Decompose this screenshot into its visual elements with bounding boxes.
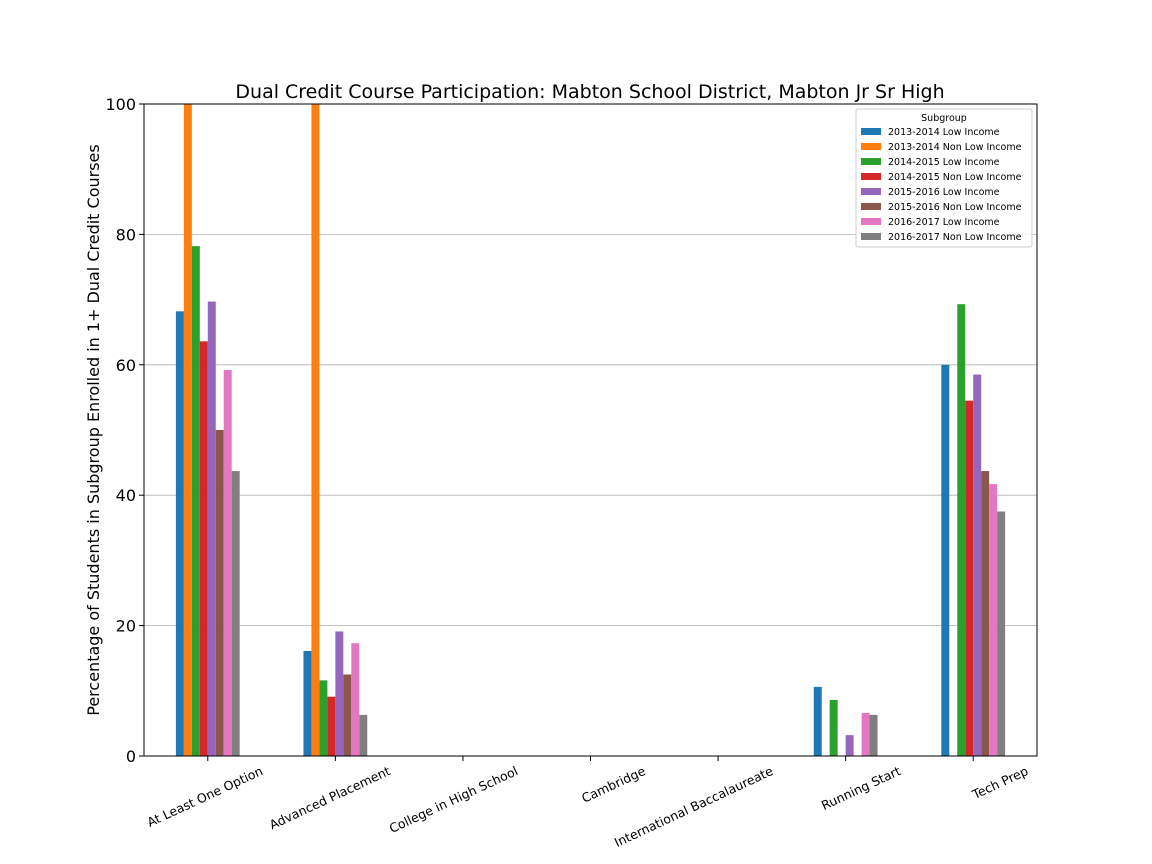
- legend-entry: 2013-2014 Non Low Income: [888, 142, 1022, 153]
- bars: [175, 104, 1006, 757]
- bar: [941, 364, 950, 756]
- legend-entry: 2016-2017 Low Income: [888, 217, 1000, 228]
- bar: [207, 301, 216, 756]
- legend-swatch: [861, 203, 881, 210]
- bar: [215, 430, 224, 756]
- y-axis-ticks: 0 20 40 60 80 100: [105, 95, 144, 766]
- bar: [989, 484, 998, 756]
- y-tick-label: 100: [105, 95, 136, 114]
- bar: [869, 714, 878, 756]
- y-tick-label: 20: [116, 617, 136, 636]
- bar: [175, 311, 184, 756]
- gridlines: [144, 233, 1037, 626]
- legend-title: Subgroup: [921, 113, 967, 124]
- bar: [359, 714, 368, 756]
- legend-swatch: [861, 218, 881, 225]
- bar: [311, 104, 320, 756]
- legend-entry: 2013-2014 Low Income: [888, 127, 1000, 138]
- y-axis-label: Percentage of Students in Subgroup Enrol…: [84, 144, 103, 715]
- bar: [199, 341, 208, 756]
- bar: [997, 511, 1006, 756]
- bar: [845, 735, 854, 756]
- legend-swatch: [861, 188, 881, 195]
- legend-swatch: [861, 173, 881, 180]
- y-tick-label: 80: [116, 225, 136, 244]
- legend-swatch: [861, 158, 881, 165]
- bar: [327, 696, 336, 756]
- bar: [303, 651, 312, 756]
- bar: [973, 374, 982, 756]
- legend-entry: 2015-2016 Non Low Income: [888, 202, 1022, 213]
- y-tick-label: 60: [116, 356, 136, 375]
- legend-swatch: [861, 143, 881, 150]
- legend-swatch: [861, 128, 881, 135]
- chart-title: Dual Credit Course Participation: Mabton…: [235, 81, 944, 103]
- legend-box: [855, 108, 1033, 248]
- bar: [829, 699, 838, 756]
- bar: [965, 400, 974, 756]
- legend-swatch: [861, 233, 881, 240]
- legend-entry: 2016-2017 Non Low Income: [888, 232, 1022, 243]
- bar: [191, 246, 200, 757]
- bar: [813, 686, 822, 756]
- bar: [319, 680, 328, 756]
- bar: [335, 631, 344, 756]
- legend-entry: 2014-2015 Non Low Income: [888, 172, 1022, 183]
- bar: [343, 674, 352, 756]
- bar: [351, 643, 360, 756]
- y-tick-label: 40: [116, 486, 136, 505]
- y-tick-label: 0: [126, 747, 136, 766]
- bar: [861, 712, 870, 756]
- bar: [183, 104, 192, 756]
- legend-entry: 2014-2015 Low Income: [888, 157, 1000, 168]
- bar: [223, 370, 232, 756]
- bar: [981, 471, 990, 756]
- legend-entry: 2015-2016 Low Income: [888, 187, 1000, 198]
- bar: [957, 304, 966, 756]
- bar: [231, 471, 240, 756]
- legend: Subgroup 2013-2014 Low Income 2013-2014 No…: [855, 108, 1033, 248]
